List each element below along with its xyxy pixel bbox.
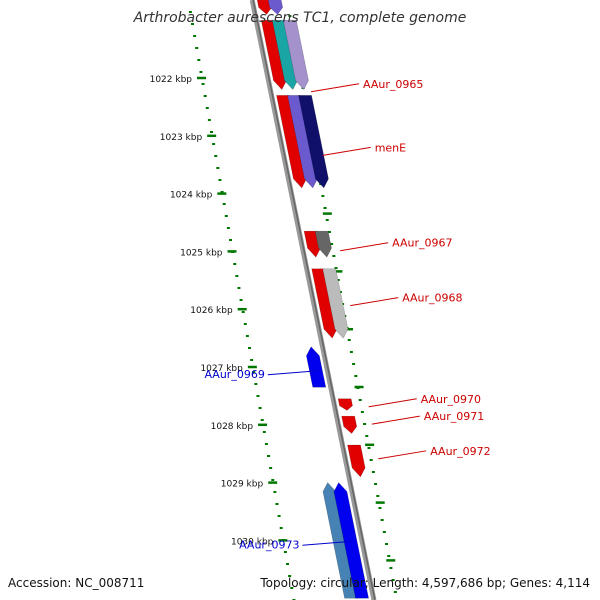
label-leader (378, 450, 427, 460)
tick-label: 1022 kbp (150, 75, 193, 85)
red-cds (347, 444, 366, 478)
red-cds (260, 19, 287, 91)
gene-label-forward: AAur_0968 (402, 292, 462, 305)
tick-label: 1026 kbp (190, 306, 233, 316)
map-title: Arthrobacter aurescens TC1, complete gen… (133, 10, 467, 26)
label-leader (322, 146, 371, 156)
tick-label: 1027 kbp (200, 364, 243, 374)
gene-label-reverse: AAur_0973 (239, 538, 299, 551)
label-leader (368, 398, 417, 408)
label-leader (267, 370, 318, 376)
backbone-edge (252, 0, 376, 600)
gene-label-forward: menE (375, 141, 406, 154)
tick-label: 1030 kbp (231, 537, 274, 547)
feature-track (256, 0, 369, 599)
red-cds (341, 415, 358, 434)
teal-cds (271, 19, 298, 91)
navy-cds (298, 95, 329, 189)
gene-label-forward: AAur_0965 (363, 78, 423, 91)
red-cds (256, 0, 273, 15)
gene-label-forward: AAur_0972 (430, 445, 490, 458)
label-leader (340, 242, 389, 252)
backbone (249, 0, 377, 600)
label-leader (310, 83, 360, 93)
blue-cds (306, 346, 327, 388)
accession-text: Accession: NC_008711 (8, 576, 145, 590)
tick-label: 1028 kbp (211, 422, 254, 432)
purple-cds (287, 95, 318, 189)
red-cds (337, 398, 353, 411)
red-cds (311, 268, 338, 339)
label-leader (302, 540, 353, 546)
purple-cds (267, 0, 284, 15)
tick-label: 1024 kbp (170, 191, 213, 201)
tick-ring: 1022 kbp 1023 kbp 1024 kbp 1025 kbp 1026 kbp… (150, 11, 397, 600)
tick-label: 1029 kbp (221, 480, 264, 490)
red-cds (276, 95, 307, 189)
blue-cds (333, 482, 369, 599)
tick-label: 1023 kbp (160, 133, 203, 143)
label-leader (371, 415, 420, 425)
lightgray-cds (322, 268, 349, 339)
backbone-line (249, 0, 377, 600)
steelblue-cds (322, 482, 358, 599)
label-leader (350, 297, 399, 307)
topology-text: Topology: circular; Length: 4,597,686 bp… (260, 576, 590, 590)
gene-label-forward: AAur_0967 (392, 237, 452, 250)
tick-label: 1025 kbp (180, 248, 223, 258)
gray-cds (314, 230, 332, 258)
gene-labels: AAur_0965 menE AAur_0967 AAur_0968 AAur_0969… (204, 78, 490, 552)
lavender-cds (282, 19, 309, 91)
gene-label-forward: AAur_0970 (421, 393, 481, 406)
gene-label-forward: AAur_0971 (424, 410, 484, 423)
gene-label-reverse: AAur_0969 (204, 368, 264, 381)
